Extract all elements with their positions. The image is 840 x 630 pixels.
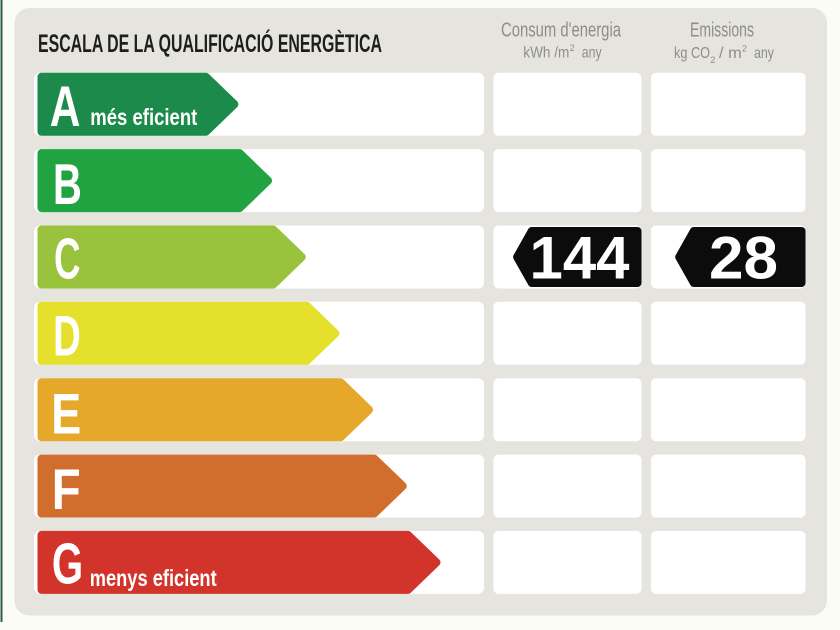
svg-text:G: G <box>52 531 83 596</box>
svg-text:2: 2 <box>710 55 715 65</box>
svg-text:2: 2 <box>742 44 747 54</box>
svg-text:E: E <box>51 381 81 446</box>
svg-text:any: any <box>754 45 774 62</box>
svg-text:2: 2 <box>570 43 575 53</box>
svg-text:Emissions: Emissions <box>690 20 754 42</box>
svg-text:més eficient: més eficient <box>90 104 197 130</box>
svg-text:C: C <box>54 227 81 291</box>
svg-text:any: any <box>582 45 602 62</box>
svg-text:/ m: / m <box>719 45 742 62</box>
svg-text:F: F <box>52 458 81 522</box>
svg-text:kWh /m: kWh /m <box>523 45 569 62</box>
svg-text:28: 28 <box>709 225 778 292</box>
svg-text:kg CO: kg CO <box>674 45 710 62</box>
svg-text:A: A <box>50 74 81 139</box>
svg-text:B: B <box>53 153 82 217</box>
svg-text:ESCALA DE LA QUALIFICACIÓ ENER: ESCALA DE LA QUALIFICACIÓ ENERGÈTICA <box>38 28 382 58</box>
svg-text:144: 144 <box>530 225 631 292</box>
svg-text:Consum d'energia: Consum d'energia <box>501 20 622 42</box>
svg-text:menys eficient: menys eficient <box>90 565 217 591</box>
svg-text:D: D <box>53 305 81 369</box>
